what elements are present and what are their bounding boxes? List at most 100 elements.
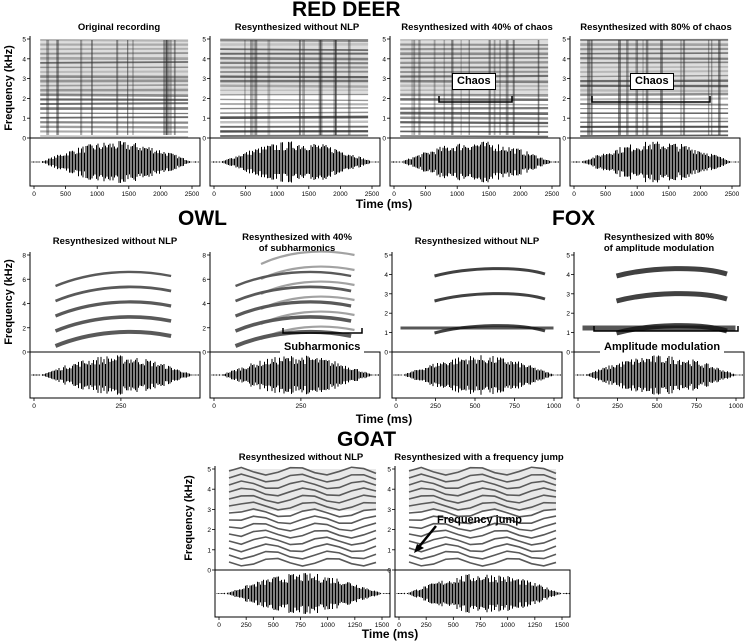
goat_1-y-tick-label: 3: [207, 507, 211, 514]
deer_2-x-tick-label: 2500: [365, 191, 380, 198]
deer_1-y-tick-label: 5: [22, 37, 26, 44]
deer_1-x-tick-label: 500: [60, 191, 71, 198]
panel-title-fox-2: Resynthesized with 80% of amplitude modu…: [603, 232, 715, 254]
goat_1-y-tick-label: 4: [207, 487, 211, 494]
y-axis-label-red-deer: Frequency (kHz): [3, 45, 15, 131]
goat_2-harmonic: [408, 543, 557, 553]
subharmonics-bracket: [282, 328, 363, 334]
owl_2-y-tick-label: 2: [202, 325, 206, 332]
owl_1-waveform: [31, 355, 201, 395]
panel-title-deer-3: Resynthesized with 40% of chaos: [401, 22, 553, 33]
goat_1-x-tick-label: 250: [241, 622, 252, 629]
goat_1-noise: [229, 469, 376, 511]
panel-title-deer-2: Resynthesized without NLP: [234, 22, 360, 33]
deer_3-harmonic: [400, 61, 549, 65]
fox_1-y-tick-label: 1: [384, 330, 388, 337]
deer_1-harmonic: [40, 125, 189, 129]
deer_4-y-tick-label: 3: [562, 76, 566, 83]
deer_4-harmonic: [580, 89, 729, 93]
deer_4-y-tick-label: 1: [562, 116, 566, 123]
goat_2-harmonic: [408, 557, 557, 567]
goat_2-y-tick-label: 0: [387, 568, 391, 575]
fox_2-y-tick-label: 1: [566, 330, 570, 337]
goat_1-y-tick-label: 2: [207, 527, 211, 534]
goat_1-harmonic: [228, 557, 377, 567]
deer_4-harmonic: [580, 97, 729, 101]
owl_2-waveform: [211, 355, 381, 395]
deer_1-y-tick-label: 1: [22, 116, 26, 123]
fox_1-y-tick-label: 2: [384, 311, 388, 318]
goat_1-y-tick-label: 1: [207, 547, 211, 554]
goat_2-x-tick-label: 750: [475, 622, 486, 629]
deer_3-y-tick-label: 0: [382, 136, 386, 143]
owl_2-subharmonic: [260, 310, 355, 325]
deer_2-y-tick-label: 0: [202, 136, 206, 143]
annotation-chaos-deer-4: Chaos: [630, 73, 674, 90]
deer_3-y-tick-label: 5: [382, 37, 386, 44]
deer_1-y-tick-label: 2: [22, 96, 26, 103]
deer_4-x-tick-label: 0: [572, 191, 576, 198]
goat_2-harmonic: [408, 501, 557, 511]
goat_2-x-tick-label: 1000: [500, 622, 515, 629]
deer_3-waveform: [391, 141, 561, 183]
deer_2-x-tick-label: 1500: [302, 191, 317, 198]
deer_1-noise: [40, 39, 189, 96]
deer_2-y-tick-label: 1: [202, 116, 206, 123]
owl_2-y-tick-label: 4: [202, 301, 206, 308]
section-title-goat: GOAT: [337, 428, 397, 451]
frequency-jump-arrowhead: [414, 544, 424, 553]
owl_1-harmonic: [55, 270, 172, 288]
goat_1-x-tick-label: 1000: [320, 622, 335, 629]
goat_2-spec-bg: [395, 466, 570, 570]
goat_2-x-tick-label: 250: [421, 622, 432, 629]
section-title-red-deer: RED DEER: [292, 0, 401, 21]
goat_1-waveform: [216, 573, 390, 614]
fox_1-y-tick-label: 4: [384, 272, 388, 279]
goat_2-harmonic: [408, 494, 557, 504]
deer_3-y-tick-label: 4: [382, 56, 386, 63]
fox_2-y-tick-label: 4: [566, 272, 570, 279]
goat_1-harmonic: [228, 473, 377, 483]
panel-title-fox-1: Resynthesized without NLP: [414, 236, 540, 247]
deer_4-harmonic: [580, 120, 729, 124]
owl_1-x-tick-label: 250: [115, 403, 126, 410]
deer_1-harmonic: [40, 135, 189, 138]
deer_4-harmonic: [580, 103, 729, 106]
owl_1-y-tick-label: 2: [22, 325, 26, 332]
goat_1-harmonic: [228, 529, 377, 539]
owl_1-harmonic: [54, 285, 172, 303]
goat_1-harmonic: [228, 515, 377, 525]
deer_4-harmonic: [580, 61, 729, 64]
owl_2-y-tick-label: 8: [202, 253, 206, 260]
deer_4-y-tick-label: 4: [562, 56, 566, 63]
fox_2-x-tick-label: 500: [652, 403, 663, 410]
owl_2-x-tick-label: 0: [212, 403, 216, 410]
deer_2-y-tick-label: 3: [202, 76, 206, 83]
deer_4-x-tick-label: 1000: [630, 191, 645, 198]
owl_2-y-tick-label: 0: [202, 350, 206, 357]
owl_2-subharmonic: [260, 265, 355, 280]
fox_1-x-tick-label: 500: [470, 403, 481, 410]
deer_1-x-tick-label: 1500: [122, 191, 137, 198]
goat_1-x-tick-label: 1250: [348, 622, 363, 629]
fox_1-harmonic: [434, 267, 546, 278]
deer_2-harmonic: [220, 75, 369, 79]
fox_2-waveform: [575, 355, 745, 395]
goat_2-y-tick-label: 4: [387, 487, 391, 494]
fox_1-waveform: [393, 355, 563, 395]
x-axis-label-red-deer: Time (ms): [355, 197, 413, 211]
goat_1-x-tick-label: 500: [268, 622, 279, 629]
fox_1-y-tick-label: 0: [384, 350, 388, 357]
goat_1-harmonic: [228, 480, 377, 490]
owl_2-subharmonic: [260, 325, 355, 340]
panel-title-deer-1: Original recording: [77, 22, 161, 33]
deer_3-y-tick-label: 1: [382, 116, 386, 123]
deer_2-harmonic: [220, 98, 369, 102]
deer_2-harmonic: [220, 111, 369, 114]
fox_2-y-tick-label: 3: [566, 291, 570, 298]
goat_1-harmonic: [228, 522, 377, 532]
deer_1-harmonic: [40, 84, 189, 87]
deer_4-y-tick-label: 0: [562, 136, 566, 143]
deer_3-harmonic: [400, 88, 549, 92]
